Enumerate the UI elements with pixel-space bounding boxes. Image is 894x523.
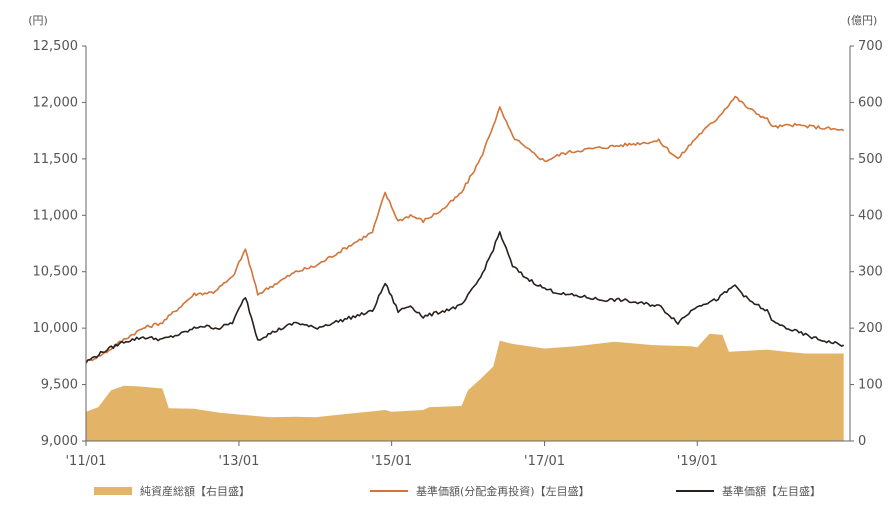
right-tick-label: 200 [858,321,883,336]
right-tick-label: 300 [858,265,883,280]
x-tick-label: '19/01 [677,454,718,469]
line-layer [85,95,845,364]
right-tick-label: 400 [858,208,883,223]
area-layer [86,333,844,441]
left-tick-label: 12,000 [33,95,79,110]
left-tick-label: 10,500 [33,265,79,280]
right-tick-label: 100 [858,378,883,393]
left-tick-label: 11,000 [33,208,79,223]
series-net-assets-area [86,333,844,441]
legend-label: 基準価額【左目盛】 [722,484,821,498]
x-tick-label: '11/01 [65,454,106,469]
legend-swatch-area [94,487,132,495]
left-tick-label: 9,000 [41,434,78,449]
left-tick-label: 12,500 [33,39,79,54]
right-tick-label: 500 [858,152,883,167]
left-tick-label: 9,500 [41,378,78,393]
legend-label: 純資産総額【右目盛】 [140,484,250,498]
left-tick-label: 11,500 [33,152,79,167]
right-axis-unit: (億円) [847,14,878,27]
axis-layer: (円) (億円) 9,000 9,500 10,000 10,500 11,000 11,… [28,14,883,469]
x-tick-label: '13/01 [218,454,259,469]
right-tick-label: 700 [858,39,883,54]
series-nav-line [85,231,845,364]
right-tick-label: 0 [858,434,866,449]
right-tick-label: 600 [858,95,883,110]
left-axis-unit: (円) [28,14,48,27]
legend-label: 基準価額(分配金再投資)【左目盛】 [416,484,590,498]
x-tick-label: '15/01 [371,454,412,469]
x-tick-label: '17/01 [524,454,565,469]
series-nav-reinvested-line [85,95,845,364]
legend: 純資産総額【右目盛】 基準価額(分配金再投資)【左目盛】 基準価額【左目盛】 [94,484,821,498]
left-tick-label: 10,000 [33,321,79,336]
